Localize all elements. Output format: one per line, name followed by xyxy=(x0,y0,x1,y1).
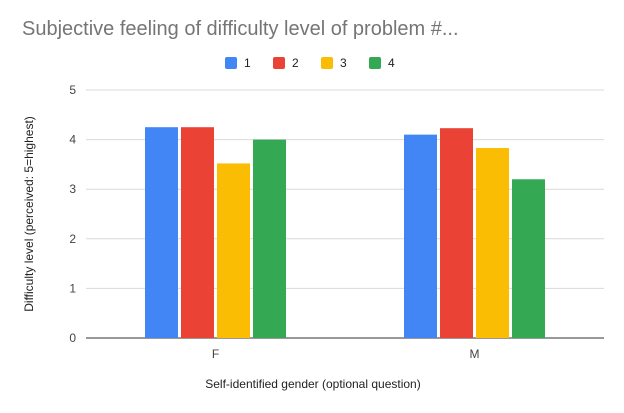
y-tick-labels: 0 1 2 3 4 5 xyxy=(69,83,76,345)
chart-title: Subjective feeling of difficulty level o… xyxy=(22,18,459,40)
y-tick-label: 1 xyxy=(69,281,76,295)
y-tick-label: 4 xyxy=(69,133,76,147)
legend-label: 1 xyxy=(244,56,251,70)
x-tick-label: F xyxy=(212,347,219,361)
legend-swatch xyxy=(273,57,285,69)
legend-label: 3 xyxy=(340,56,347,70)
bar xyxy=(253,139,286,338)
y-axis-label: Difficulty level (perceived: 5=highest) xyxy=(22,116,36,312)
bar xyxy=(440,128,473,338)
x-tick-label: M xyxy=(470,347,480,361)
bar xyxy=(404,134,437,338)
y-tick-label: 3 xyxy=(69,182,76,196)
legend-swatch xyxy=(225,57,237,69)
bar xyxy=(476,148,509,338)
y-tick-label: 0 xyxy=(69,331,76,345)
bar xyxy=(181,127,214,338)
bars xyxy=(145,127,545,338)
x-axis-label: Self-identified gender (optional questio… xyxy=(205,377,420,391)
legend: 1 2 3 4 xyxy=(225,56,395,70)
bar xyxy=(217,163,250,338)
bar xyxy=(512,179,545,338)
bar xyxy=(145,127,178,338)
legend-swatch xyxy=(369,57,381,69)
y-tick-label: 5 xyxy=(69,83,76,97)
y-tick-label: 2 xyxy=(69,232,76,246)
legend-label: 4 xyxy=(388,56,395,70)
legend-label: 2 xyxy=(292,56,299,70)
legend-swatch xyxy=(321,57,333,69)
